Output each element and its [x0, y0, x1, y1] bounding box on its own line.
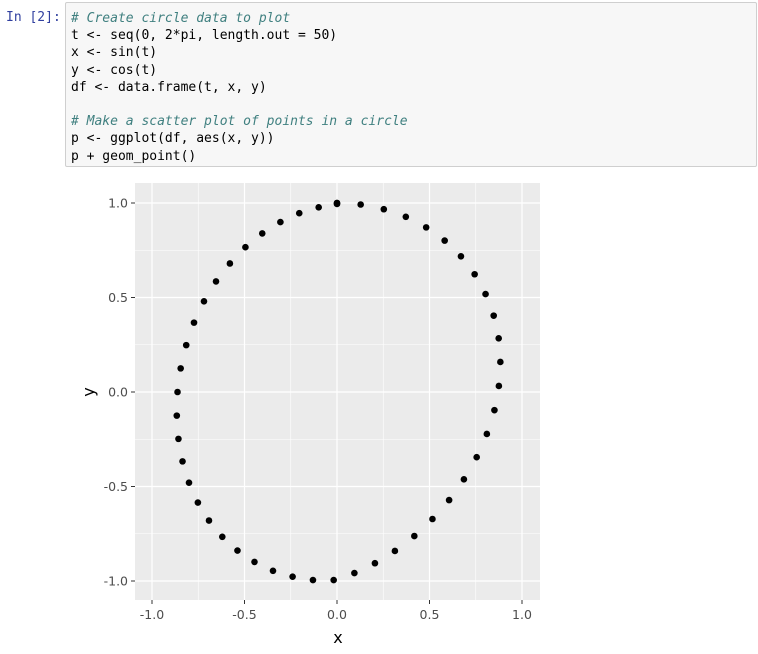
data-point — [330, 576, 337, 584]
x-tick-label: 0.5 — [420, 607, 440, 622]
data-point — [380, 205, 388, 213]
data-point — [460, 476, 468, 483]
code-line[interactable]: y <- cos(t) — [71, 62, 158, 78]
code-line[interactable]: # Create circle data to plot — [71, 11, 291, 26]
x-axis-label: x — [333, 628, 342, 647]
data-point — [429, 515, 436, 523]
y-tick-label: -0.5 — [104, 479, 128, 494]
data-point — [357, 201, 364, 208]
data-point — [457, 252, 465, 260]
data-point — [482, 290, 489, 298]
data-point — [205, 517, 213, 524]
grid-major — [135, 183, 540, 600]
data-point — [179, 458, 186, 465]
data-point — [473, 453, 480, 461]
data-point — [471, 270, 478, 278]
data-point — [295, 209, 303, 217]
code-line[interactable]: p + geom_point() — [71, 148, 197, 164]
data-point — [212, 278, 220, 285]
data-point — [269, 567, 277, 575]
data-point — [491, 406, 498, 414]
data-point — [190, 319, 198, 326]
y-axis-ticks: -1.0 -0.5 0.0 0.5 1.0 — [104, 196, 135, 589]
y-axis-label: y — [79, 387, 98, 396]
data-point — [309, 576, 317, 584]
data-point — [445, 496, 453, 504]
data-point — [490, 312, 497, 319]
data-point — [182, 341, 190, 349]
x-tick-label: 0.0 — [327, 607, 347, 622]
data-point — [174, 388, 181, 396]
data-point — [175, 435, 182, 443]
data-point — [351, 569, 358, 577]
data-point — [258, 230, 266, 237]
data-point — [194, 499, 202, 506]
data-point — [371, 559, 379, 567]
code-line-blank[interactable] — [71, 96, 751, 113]
data-point — [219, 533, 226, 541]
data-point — [391, 547, 399, 555]
data-point — [422, 224, 430, 231]
data-point — [289, 573, 296, 580]
data-point — [242, 243, 249, 251]
x-tick-label: -0.5 — [232, 607, 256, 622]
data-point — [173, 412, 181, 419]
y-tick-label: 0.5 — [108, 290, 128, 305]
code-line[interactable]: p <- ggplot(df, aes(x, y)) — [71, 131, 275, 147]
code-line[interactable]: df <- data.frame(t, x, y) — [71, 79, 267, 95]
data-point — [234, 547, 241, 554]
data-point — [441, 237, 448, 244]
cell-prompt: In [2]: — [6, 10, 61, 25]
y-tick-label: -1.0 — [104, 574, 128, 589]
data-point — [483, 430, 491, 438]
x-axis-ticks: -1.0 -0.5 0.0 0.5 1.0 — [140, 600, 532, 622]
data-point — [402, 213, 410, 221]
data-point — [177, 365, 184, 372]
cell-output: -1.0 -0.5 0.0 0.5 1.0 -1.0 -0.5 0.0 0.5 1.0 x y — [65, 170, 757, 650]
data-point — [497, 358, 504, 366]
data-point — [411, 532, 418, 540]
code-line[interactable]: # Make a scatter plot of points in a cir… — [71, 114, 408, 130]
data-point — [251, 558, 258, 566]
y-tick-label: 0.0 — [108, 385, 128, 400]
data-point — [226, 260, 234, 267]
code-cell-editor[interactable]: # Create circle data to plot t <- seq(0,… — [65, 2, 757, 167]
code-line[interactable]: t <- seq(0, 2*pi, length.out = 50) — [71, 28, 338, 44]
data-point — [277, 218, 284, 226]
data-point — [495, 335, 502, 342]
y-tick-label: 1.0 — [108, 196, 128, 211]
code-line[interactable]: x <- sin(t) — [71, 45, 158, 61]
data-points — [173, 199, 504, 584]
data-point — [333, 199, 341, 207]
scatter-plot: -1.0 -0.5 0.0 0.5 1.0 -1.0 -0.5 0.0 0.5 1.0 x y — [79, 183, 540, 647]
data-point — [200, 297, 208, 305]
data-point — [185, 479, 193, 487]
x-tick-label: 1.0 — [512, 607, 532, 622]
data-point — [495, 382, 503, 390]
x-tick-label: -1.0 — [140, 607, 164, 622]
data-point — [315, 204, 322, 211]
